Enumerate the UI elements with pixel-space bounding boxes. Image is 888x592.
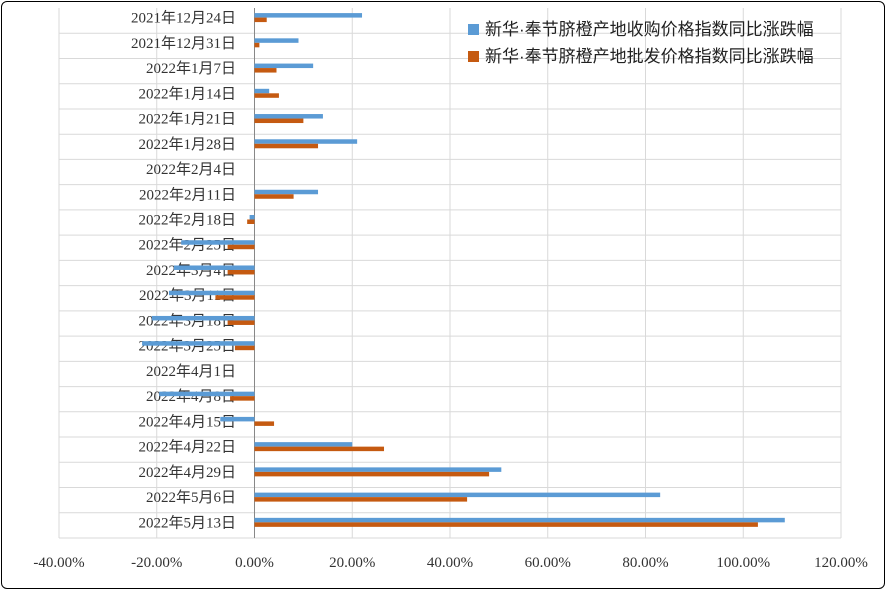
x-tick-label: 20.00% bbox=[329, 555, 375, 571]
bar-wholesale bbox=[215, 295, 255, 300]
x-tick-label: 80.00% bbox=[622, 555, 668, 571]
bar-purchase bbox=[254, 114, 323, 119]
bar-wholesale bbox=[254, 471, 490, 477]
legend-swatch bbox=[468, 24, 479, 35]
bar-wholesale bbox=[230, 396, 255, 401]
bar-purchase bbox=[249, 214, 255, 220]
bar-wholesale bbox=[254, 421, 275, 426]
y-tick-label: 2021年12月31日 bbox=[131, 35, 236, 52]
bar-purchase bbox=[254, 442, 353, 447]
x-tick-label: -20.00% bbox=[131, 555, 182, 571]
y-tick-label: 2022年5月6日 bbox=[146, 489, 236, 506]
x-tick-label: 100.00% bbox=[716, 555, 770, 571]
bar-wholesale bbox=[254, 42, 260, 48]
bar-purchase bbox=[254, 63, 314, 69]
y-tick-label: 2022年4月15日 bbox=[138, 413, 236, 430]
bar-purchase bbox=[254, 13, 363, 18]
bar-purchase bbox=[254, 38, 299, 43]
bar-wholesale bbox=[234, 345, 255, 351]
bar-purchase bbox=[254, 139, 358, 144]
bar-purchase bbox=[159, 391, 255, 397]
bar-purchase bbox=[254, 189, 319, 195]
bar-wholesale bbox=[247, 219, 255, 224]
y-tick-label: 2022年4月22日 bbox=[138, 439, 236, 456]
legend-label: 新华·奉节脐橙产地收购价格指数同比涨跌幅 bbox=[485, 20, 814, 39]
x-tick-label: -40.00% bbox=[33, 555, 84, 571]
bar-wholesale bbox=[254, 68, 277, 73]
y-tick-label: 2022年1月7日 bbox=[146, 60, 236, 77]
legend-label: 新华·奉节脐橙产地批发价格指数同比涨跌幅 bbox=[485, 47, 814, 66]
y-tick-label: 2022年4月8日 bbox=[146, 388, 236, 405]
y-tick-label: 2022年3月4日 bbox=[146, 262, 236, 279]
bar-purchase bbox=[168, 290, 255, 296]
y-tick-label: 2022年3月18日 bbox=[138, 312, 236, 329]
bar-purchase bbox=[254, 517, 785, 523]
y-tick-label: 2022年2月25日 bbox=[138, 237, 236, 254]
y-tick-label: 2022年4月29日 bbox=[138, 464, 236, 481]
y-tick-label: 2021年12月24日 bbox=[131, 10, 236, 27]
bar-wholesale bbox=[254, 118, 304, 124]
bar-wholesale bbox=[254, 522, 758, 527]
y-tick-label: 2022年2月18日 bbox=[138, 211, 236, 228]
y-tick-label: 2022年5月13日 bbox=[138, 514, 236, 531]
bar-purchase bbox=[142, 341, 255, 346]
bar-wholesale bbox=[254, 17, 267, 23]
bar-wholesale bbox=[227, 269, 255, 275]
y-tick-label: 2022年1月21日 bbox=[138, 111, 236, 128]
x-tick-label: 40.00% bbox=[427, 555, 473, 571]
bar-purchase bbox=[151, 315, 255, 321]
y-tick-label: 2022年4月1日 bbox=[146, 363, 236, 380]
bar-wholesale bbox=[227, 320, 255, 325]
bar-purchase bbox=[254, 88, 270, 94]
bar-purchase bbox=[254, 492, 661, 498]
y-tick-label: 2022年1月14日 bbox=[138, 85, 236, 102]
x-tick-label: 120.00% bbox=[814, 555, 868, 571]
x-tick-label: 0.00% bbox=[235, 555, 274, 571]
y-tick-label: 2022年1月28日 bbox=[138, 136, 236, 153]
bar-wholesale bbox=[227, 244, 255, 250]
legend-swatch bbox=[468, 51, 479, 62]
bar-wholesale bbox=[254, 446, 385, 452]
x-tick-label: 60.00% bbox=[525, 555, 571, 571]
bar-purchase bbox=[173, 265, 255, 270]
bar-wholesale bbox=[254, 93, 279, 98]
y-tick-label: 2022年2月4日 bbox=[146, 161, 236, 178]
bar-purchase bbox=[220, 416, 255, 422]
bar-wholesale bbox=[254, 497, 468, 502]
y-tick-label: 2022年2月11日 bbox=[139, 186, 236, 203]
bar-purchase bbox=[181, 240, 255, 245]
bar-wholesale bbox=[254, 143, 319, 149]
bar-wholesale bbox=[254, 194, 294, 199]
y-tick-label: 2022年3月25日 bbox=[138, 338, 236, 355]
bar-purchase bbox=[254, 467, 502, 472]
